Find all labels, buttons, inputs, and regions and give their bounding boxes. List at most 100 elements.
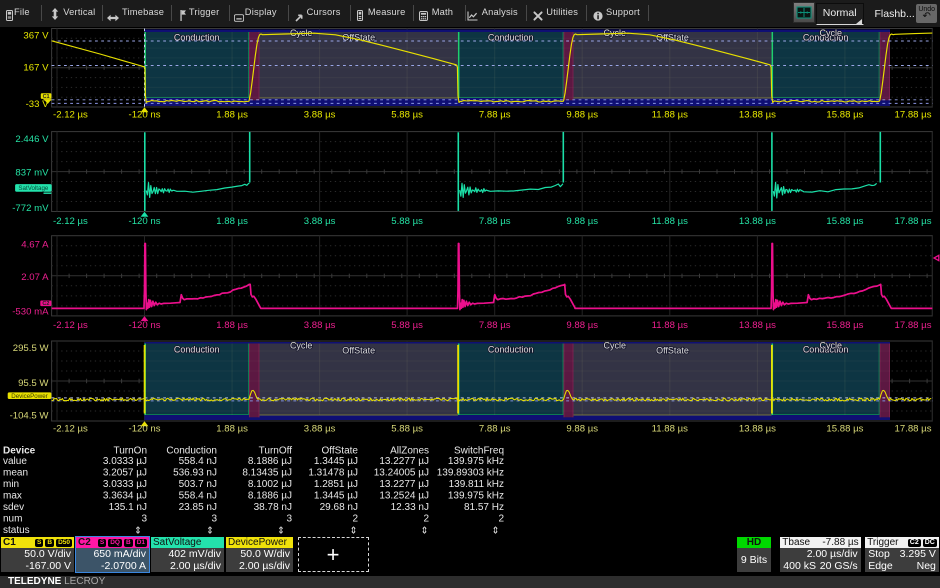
svg-text:536.93 nJ: 536.93 nJ xyxy=(173,467,217,478)
svg-text:2: 2 xyxy=(423,513,429,524)
svg-text:C2: C2 xyxy=(42,301,49,307)
svg-text:value: value xyxy=(3,456,27,467)
svg-text:139.975 kHz: 139.975 kHz xyxy=(448,456,504,467)
svg-text:9.88 µs: 9.88 µs xyxy=(566,424,598,435)
svg-text:2: 2 xyxy=(498,513,504,524)
svg-text:11.88 µs: 11.88 µs xyxy=(652,424,688,435)
svg-text:3.3634 µJ: 3.3634 µJ xyxy=(103,490,147,501)
svg-text:mean: mean xyxy=(3,467,28,478)
svg-text:3.88 µs: 3.88 µs xyxy=(304,216,336,227)
svg-text:1.2851 µJ: 1.2851 µJ xyxy=(314,479,358,490)
svg-text:OffState: OffState xyxy=(321,446,358,457)
svg-text:TurnOff: TurnOff xyxy=(259,446,293,457)
svg-text:Conduction: Conduction xyxy=(174,32,220,42)
svg-text:17.88 µs: 17.88 µs xyxy=(895,109,932,120)
svg-text:9.88 µs: 9.88 µs xyxy=(566,320,598,331)
svg-text:8.1886 µJ: 8.1886 µJ xyxy=(248,490,292,501)
svg-text:3: 3 xyxy=(286,513,292,524)
svg-text:15.88 µs: 15.88 µs xyxy=(826,320,863,331)
svg-text:15.88 µs: 15.88 µs xyxy=(826,109,863,120)
svg-text:TurnOn: TurnOn xyxy=(113,446,147,457)
svg-text:3.0333 µJ: 3.0333 µJ xyxy=(103,456,147,467)
svg-text:3.88 µs: 3.88 µs xyxy=(304,109,336,120)
svg-text:5.88 µs: 5.88 µs xyxy=(391,424,423,435)
svg-text:OffState: OffState xyxy=(656,346,689,356)
svg-text:81.57 Hz: 81.57 Hz xyxy=(464,502,504,513)
svg-text:5.88 µs: 5.88 µs xyxy=(391,320,423,331)
svg-text:⇕: ⇕ xyxy=(350,525,358,536)
svg-text:7.88 µs: 7.88 µs xyxy=(479,320,511,331)
svg-text:15.88 µs: 15.88 µs xyxy=(826,216,863,227)
svg-text:5.88 µs: 5.88 µs xyxy=(391,216,423,227)
svg-text:Conduction: Conduction xyxy=(803,345,849,355)
svg-text:11.88 µs: 11.88 µs xyxy=(652,109,688,120)
svg-text:Conduction: Conduction xyxy=(803,32,849,42)
svg-text:-104.5 W: -104.5 W xyxy=(10,411,50,422)
svg-text:295.5 W: 295.5 W xyxy=(13,343,50,354)
svg-text:3: 3 xyxy=(211,513,217,524)
svg-text:95.5 W: 95.5 W xyxy=(18,378,49,389)
svg-text:1.88 µs: 1.88 µs xyxy=(216,424,248,435)
svg-text:7.88 µs: 7.88 µs xyxy=(479,424,511,435)
svg-text:Cycle: Cycle xyxy=(820,28,843,38)
svg-text:⇕: ⇕ xyxy=(277,525,285,536)
svg-text:837 mV: 837 mV xyxy=(15,167,49,178)
svg-text:13.2277 µJ: 13.2277 µJ xyxy=(379,456,429,467)
svg-text:7.88 µs: 7.88 µs xyxy=(479,216,511,227)
svg-text:Conduction: Conduction xyxy=(174,345,220,355)
svg-text:139.811 kHz: 139.811 kHz xyxy=(449,479,504,490)
svg-text:OffState: OffState xyxy=(656,32,689,42)
svg-text:min: min xyxy=(3,479,19,490)
svg-text:SwitchFreq: SwitchFreq xyxy=(454,446,504,457)
svg-text:C1: C1 xyxy=(43,94,50,100)
svg-text:558.4 nJ: 558.4 nJ xyxy=(179,490,217,501)
svg-text:Cycle: Cycle xyxy=(290,28,313,38)
svg-text:Device: Device xyxy=(3,446,36,457)
svg-text:11.88 µs: 11.88 µs xyxy=(652,216,688,227)
svg-text:167 V: 167 V xyxy=(23,62,49,73)
svg-text:503.7 nJ: 503.7 nJ xyxy=(179,479,217,490)
svg-text:status: status xyxy=(3,525,30,536)
svg-text:23.85 nJ: 23.85 nJ xyxy=(179,502,217,513)
svg-text:Conduction: Conduction xyxy=(488,345,534,355)
svg-text:-120 ns: -120 ns xyxy=(129,424,161,435)
svg-text:sdev: sdev xyxy=(3,502,24,513)
svg-text:2.446 V: 2.446 V xyxy=(15,134,49,145)
svg-text:3.88 µs: 3.88 µs xyxy=(304,424,336,435)
svg-text:11.88 µs: 11.88 µs xyxy=(652,320,688,331)
svg-text:5.88 µs: 5.88 µs xyxy=(391,109,423,120)
svg-text:139.975 kHz: 139.975 kHz xyxy=(448,490,504,501)
svg-text:15.88 µs: 15.88 µs xyxy=(826,424,863,435)
svg-text:13.2524 µJ: 13.2524 µJ xyxy=(379,490,429,501)
svg-text:-2.12 µs: -2.12 µs xyxy=(53,424,88,435)
svg-text:558.4 nJ: 558.4 nJ xyxy=(179,456,217,467)
svg-text:29.68 nJ: 29.68 nJ xyxy=(320,502,358,513)
svg-text:2: 2 xyxy=(352,513,358,524)
svg-text:-530 mA: -530 mA xyxy=(12,307,49,318)
svg-text:13.88 µs: 13.88 µs xyxy=(739,216,776,227)
svg-text:13.24005 µJ: 13.24005 µJ xyxy=(374,467,429,478)
svg-text:3.88 µs: 3.88 µs xyxy=(304,320,336,331)
svg-text:-2.12 µs: -2.12 µs xyxy=(53,216,88,227)
svg-text:OffState: OffState xyxy=(342,32,375,42)
svg-text:367 V: 367 V xyxy=(23,31,49,42)
svg-text:OffState: OffState xyxy=(342,346,375,356)
svg-text:1.88 µs: 1.88 µs xyxy=(216,216,248,227)
svg-text:135.1 nJ: 135.1 nJ xyxy=(109,502,147,513)
svg-text:1.88 µs: 1.88 µs xyxy=(216,109,248,120)
svg-text:17.88 µs: 17.88 µs xyxy=(895,216,932,227)
svg-text:AllZones: AllZones xyxy=(390,446,429,457)
svg-text:DevicePower: DevicePower xyxy=(11,393,47,400)
svg-text:-120 ns: -120 ns xyxy=(129,109,161,120)
svg-text:38.78 nJ: 38.78 nJ xyxy=(254,502,292,513)
svg-text:9.88 µs: 9.88 µs xyxy=(566,216,598,227)
svg-text:12.33 nJ: 12.33 nJ xyxy=(391,502,429,513)
svg-text:3: 3 xyxy=(141,513,147,524)
svg-text:13.88 µs: 13.88 µs xyxy=(739,424,776,435)
svg-text:9.88 µs: 9.88 µs xyxy=(566,109,598,120)
svg-text:-2.12 µs: -2.12 µs xyxy=(53,109,88,120)
svg-text:⇕: ⇕ xyxy=(421,525,429,536)
svg-text:Cycle: Cycle xyxy=(290,340,313,350)
svg-text:-772 mV: -772 mV xyxy=(12,203,49,214)
svg-text:2.07 A: 2.07 A xyxy=(21,272,49,283)
